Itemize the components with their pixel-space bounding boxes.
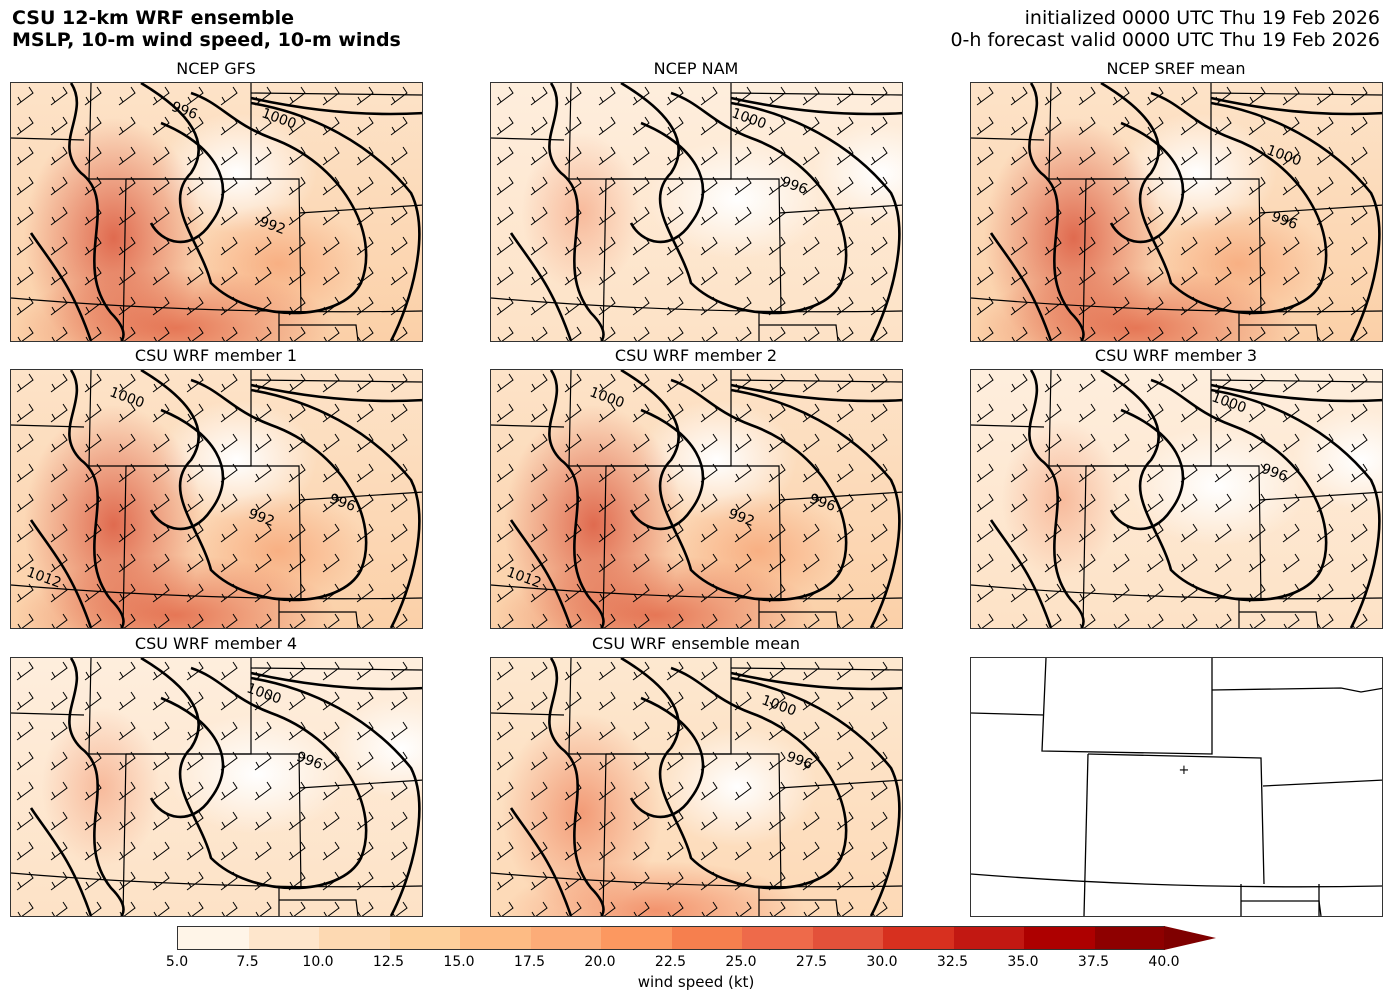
- mslp-contours: [509, 370, 902, 628]
- colorbar-segment: [601, 927, 672, 949]
- colorbar-segment: [953, 927, 1024, 949]
- map-overlay: [491, 83, 902, 341]
- colorbar-tick-label: 22.5: [654, 954, 687, 970]
- colorbar-segment: [1024, 927, 1095, 949]
- init-time: initialized 0000 UTC Thu 19 Feb 2026: [1024, 7, 1380, 29]
- colorbar-segment: [883, 927, 954, 949]
- colorbar-tick-label: 25.0: [725, 954, 757, 970]
- colorbar-segment: [389, 927, 460, 949]
- state-borders: [491, 370, 902, 628]
- colorbar-tick-label: 7.5: [236, 954, 259, 970]
- map-panel: 1000 992 996 1012: [10, 369, 423, 629]
- reference-map-panel: +: [970, 657, 1383, 917]
- map-overlay: [491, 658, 902, 916]
- mslp-contours: [29, 83, 422, 341]
- colorbar-tick-label: 40.0: [1148, 954, 1180, 970]
- state-borders: [971, 370, 1382, 628]
- panel-title: CSU WRF ensemble mean: [591, 634, 800, 653]
- state-borders: [11, 658, 422, 916]
- map-overlay: [11, 658, 422, 916]
- map-overlay: [971, 370, 1382, 628]
- figure-title: CSU 12-km WRF ensemble MSLP, 10-m wind s…: [12, 7, 401, 51]
- state-borders: [11, 370, 422, 628]
- colorbar-segment: [1094, 927, 1165, 949]
- panel-title: NCEP SREF mean: [1106, 59, 1246, 78]
- colorbar-tick-label: 32.5: [936, 954, 969, 970]
- colorbar-segment: [530, 927, 601, 949]
- panel-title: CSU WRF member 4: [134, 634, 298, 653]
- panel-title: CSU WRF member 1: [134, 346, 298, 365]
- map-panel: 996 1000 992: [10, 82, 423, 342]
- colorbar-tick-label: 10.0: [302, 954, 334, 970]
- panel-title: NCEP GFS: [176, 59, 256, 78]
- colorbar-segment: [178, 927, 249, 949]
- panel-title: NCEP NAM: [653, 59, 739, 78]
- mslp-contours: [989, 370, 1382, 628]
- title-line-1: CSU 12-km WRF ensemble: [12, 7, 294, 29]
- map-overlay: [491, 370, 902, 628]
- map-panel: 1000 996: [490, 657, 903, 917]
- map-overlay: [971, 83, 1382, 341]
- colorbar-tick-label: 5.0: [165, 954, 189, 970]
- colorbar-tick-label: 35.0: [1007, 954, 1039, 970]
- state-borders: [491, 658, 902, 916]
- colorbar-label: wind speed (kt): [637, 973, 755, 991]
- map-overlay: [11, 83, 422, 341]
- title-line-2: MSLP, 10-m wind speed, 10-m winds: [12, 29, 401, 51]
- colorbar-segment: [671, 927, 742, 949]
- colorbar: [177, 926, 1165, 950]
- state-borders: [11, 83, 422, 341]
- map-panel: 1000 996: [490, 82, 903, 342]
- colorbar-tick-label: 30.0: [866, 954, 898, 970]
- mslp-contours: [29, 658, 422, 916]
- panel-title: CSU WRF member 3: [1094, 346, 1258, 365]
- map-overlay: [11, 370, 422, 628]
- state-borders: [971, 83, 1382, 341]
- state-borders: +: [971, 658, 1382, 916]
- colorbar-tick-label: 12.5: [372, 954, 405, 970]
- colorbar-tick-label: 15.0: [443, 954, 475, 970]
- colorbar-segment: [319, 927, 390, 949]
- time-info: initialized 0000 UTC Thu 19 Feb 2026 0-h…: [950, 7, 1380, 51]
- colorbar-segment: [460, 927, 531, 949]
- map-panel: 1000 996: [970, 82, 1383, 342]
- colorbar-segment: [248, 927, 319, 949]
- mslp-contours: [509, 83, 902, 341]
- mslp-contours: [989, 83, 1382, 341]
- mslp-contours: [29, 370, 422, 628]
- state-borders: [491, 83, 902, 341]
- mslp-contours: [509, 658, 902, 916]
- panel-title: CSU WRF member 2: [614, 346, 778, 365]
- colorbar-tick-label: 37.5: [1077, 954, 1110, 970]
- colorbar-tick-label: 17.5: [513, 954, 546, 970]
- colorbar-tick-label: 27.5: [795, 954, 828, 970]
- city-marker: +: [1179, 763, 1190, 778]
- map-panel: 1000 992 996 1012: [490, 369, 903, 629]
- colorbar-extend-arrow: [1164, 926, 1216, 950]
- map-panel: 1000 996: [10, 657, 423, 917]
- valid-time: 0-h forecast valid 0000 UTC Thu 19 Feb 2…: [950, 29, 1380, 51]
- map-panel: 1000 996: [970, 369, 1383, 629]
- colorbar-tick-label: 20.0: [584, 954, 616, 970]
- colorbar-segment: [812, 927, 883, 949]
- colorbar-segment: [742, 927, 813, 949]
